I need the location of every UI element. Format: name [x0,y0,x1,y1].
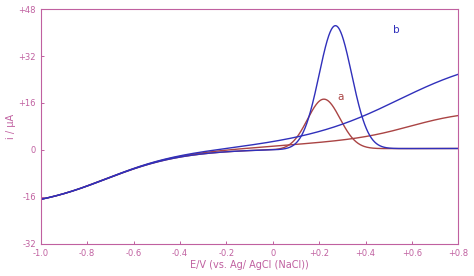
X-axis label: E/V (vs. Ag/ AgCl (NaCl)): E/V (vs. Ag/ AgCl (NaCl)) [190,261,309,270]
Y-axis label: i / μA: i / μA [6,114,16,139]
Text: b: b [393,25,400,34]
Text: a: a [337,92,344,102]
